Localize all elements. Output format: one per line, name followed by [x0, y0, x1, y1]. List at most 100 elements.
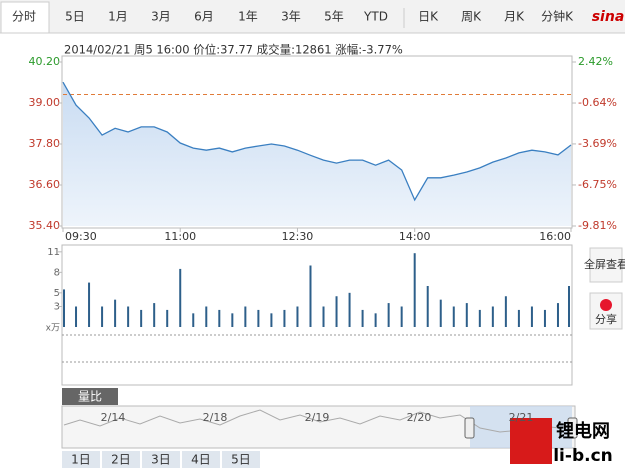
volume-panel: [61, 244, 573, 386]
volume-bar: [504, 296, 507, 327]
volume-bar: [218, 309, 221, 327]
volume-bar: [556, 303, 559, 327]
volume-bar: [75, 306, 78, 327]
fullscreen-label[interactable]: 全屏查看: [584, 257, 625, 271]
price-line: [62, 81, 572, 202]
day-button[interactable]: [62, 451, 100, 468]
volume-bar: [543, 309, 546, 327]
y-tick-label: 35.40: [29, 219, 61, 232]
navigator-date: 2/14: [101, 411, 126, 424]
volume-unit: x万: [46, 324, 60, 334]
volume-bar: [88, 282, 91, 327]
share-label[interactable]: 分享: [595, 312, 617, 326]
day-button-label[interactable]: 1日: [71, 453, 91, 467]
volume-tick-label: 3: [54, 302, 60, 313]
volume-bar: [231, 313, 234, 327]
volume-bar: [361, 309, 364, 327]
volume-bar: [153, 303, 156, 327]
tab[interactable]: 分时: [12, 10, 36, 24]
active-tab: [0, 1, 50, 34]
volume-bar: [530, 306, 533, 327]
day-button-label[interactable]: 5日: [231, 453, 251, 467]
volume-bar: [335, 296, 338, 327]
volume-bar: [296, 306, 299, 327]
panel-tab-label[interactable]: 量比: [78, 390, 102, 404]
y-tick-label: 37.80: [29, 137, 61, 150]
x-tick-label: 09:30: [65, 230, 97, 243]
volume-bar: [374, 313, 377, 327]
day-button[interactable]: [102, 451, 140, 468]
volume-bar: [400, 306, 403, 327]
day-button[interactable]: [222, 451, 260, 468]
navigator-date: 2/19: [305, 411, 330, 424]
logo: sina: [592, 9, 625, 25]
volume-bar: [244, 306, 247, 327]
day-button[interactable]: [142, 451, 180, 468]
volume-bar: [322, 306, 325, 327]
tab[interactable]: 5年: [324, 10, 344, 24]
navigator-line: [63, 409, 573, 433]
day-button-label[interactable]: 4日: [191, 453, 211, 467]
tab[interactable]: 3年: [281, 10, 301, 24]
tab-bar: [0, 0, 625, 33]
volume-bar: [114, 299, 117, 327]
navigator-date: 2/21: [509, 411, 534, 424]
y-tick-label: 39.00: [29, 96, 61, 109]
tab[interactable]: 1月: [108, 10, 128, 24]
volume-bar: [452, 306, 455, 327]
tab[interactable]: 3月: [151, 10, 171, 24]
day-button-label[interactable]: 3日: [151, 453, 171, 467]
volume-bar: [309, 265, 312, 327]
volume-bar: [205, 306, 208, 327]
tab[interactable]: 6月: [194, 10, 214, 24]
volume-bar: [426, 286, 429, 327]
volume-bar: [127, 306, 130, 327]
volume-bar: [465, 303, 468, 327]
volume-bar: [257, 309, 260, 327]
volume-bar: [387, 303, 390, 327]
day-button[interactable]: [182, 451, 220, 468]
tab[interactable]: 月K: [504, 10, 525, 24]
y2-tick-label: -3.69%: [578, 137, 617, 150]
navigator-date: 2/20: [407, 411, 432, 424]
volume-bar: [192, 313, 195, 327]
weibo-icon: [600, 299, 612, 311]
tab[interactable]: 周K: [461, 10, 482, 24]
volume-bar: [413, 253, 416, 327]
x-tick-label: 16:00: [539, 230, 571, 243]
tab[interactable]: 日K: [418, 10, 439, 24]
volume-bar: [101, 306, 104, 327]
y-tick-label: 36.60: [29, 178, 61, 191]
y2-tick-label: -9.81%: [578, 219, 617, 232]
volume-bar: [491, 306, 494, 327]
fullscreen-button[interactable]: [589, 247, 623, 283]
volume-bar: [348, 292, 351, 327]
y-tick-label: 40.20: [29, 55, 61, 68]
watermark-logo: [510, 418, 552, 464]
volume-bar: [179, 268, 182, 327]
volume-bar: [478, 309, 481, 327]
navigator-handle[interactable]: [567, 417, 578, 439]
x-tick-label: 11:00: [164, 230, 196, 243]
day-button-label[interactable]: 2日: [111, 453, 131, 467]
y2-tick-label: 2.42%: [578, 55, 613, 68]
panel-tab[interactable]: [62, 388, 118, 405]
tab[interactable]: 5日: [65, 10, 85, 24]
watermark-url: li-b.cn: [553, 446, 613, 466]
volume-tick-label: 8: [54, 267, 60, 278]
y2-tick-label: -6.75%: [578, 178, 617, 191]
volume-tick-label: 11: [47, 247, 60, 258]
volume-bar: [166, 309, 169, 327]
volume-bar: [63, 289, 65, 327]
tab[interactable]: 1年: [238, 10, 258, 24]
volume-bar: [140, 309, 143, 327]
price-area: [63, 82, 571, 226]
tab[interactable]: 分钟K: [541, 9, 574, 24]
navigator-handle[interactable]: [464, 417, 475, 439]
tab[interactable]: YTD: [363, 10, 388, 24]
info-line: 2014/02/21 周5 16:00 价位:37.77 成交量:12861 涨…: [64, 43, 403, 57]
volume-bar: [270, 313, 273, 327]
x-tick-label: 12:30: [282, 230, 314, 243]
volume-bar: [439, 299, 442, 327]
